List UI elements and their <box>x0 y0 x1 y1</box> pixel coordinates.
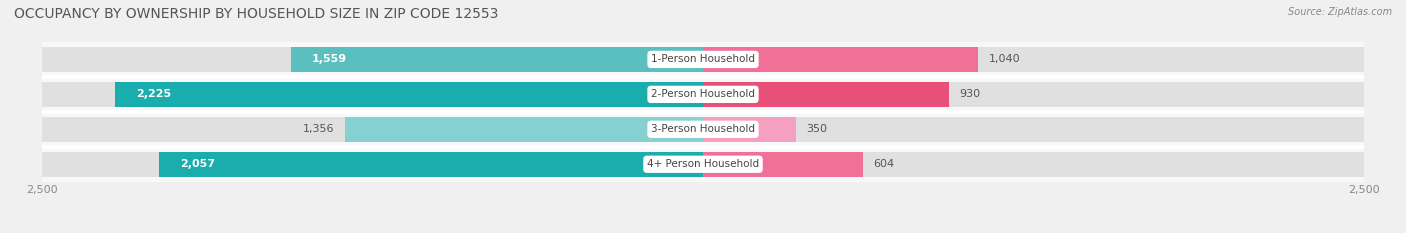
Text: 1,040: 1,040 <box>988 55 1021 64</box>
Text: 1-Person Household: 1-Person Household <box>651 55 755 64</box>
Text: 350: 350 <box>806 124 827 134</box>
Text: 930: 930 <box>959 89 980 99</box>
Bar <box>703 47 1364 72</box>
Bar <box>703 117 796 142</box>
Bar <box>42 152 703 177</box>
Bar <box>42 77 1364 112</box>
Bar <box>291 47 703 72</box>
Text: 3-Person Household: 3-Person Household <box>651 124 755 134</box>
Bar <box>42 42 1364 77</box>
Bar <box>703 82 1364 107</box>
Bar <box>42 47 703 72</box>
Text: 604: 604 <box>873 159 894 169</box>
Bar <box>42 147 1364 182</box>
Text: 1,356: 1,356 <box>302 124 335 134</box>
Text: Source: ZipAtlas.com: Source: ZipAtlas.com <box>1288 7 1392 17</box>
Bar <box>703 82 949 107</box>
Bar <box>42 117 703 142</box>
Bar <box>703 152 1364 177</box>
Bar <box>42 112 1364 147</box>
Text: 1,559: 1,559 <box>312 55 347 64</box>
Text: 2-Person Household: 2-Person Household <box>651 89 755 99</box>
Text: 2,057: 2,057 <box>180 159 215 169</box>
Bar <box>703 117 1364 142</box>
Bar <box>115 82 703 107</box>
Bar <box>703 152 863 177</box>
Bar <box>42 82 703 107</box>
Text: OCCUPANCY BY OWNERSHIP BY HOUSEHOLD SIZE IN ZIP CODE 12553: OCCUPANCY BY OWNERSHIP BY HOUSEHOLD SIZE… <box>14 7 499 21</box>
Text: 4+ Person Household: 4+ Person Household <box>647 159 759 169</box>
Bar <box>344 117 703 142</box>
Bar <box>703 47 979 72</box>
Text: 2,225: 2,225 <box>136 89 172 99</box>
Bar <box>159 152 703 177</box>
